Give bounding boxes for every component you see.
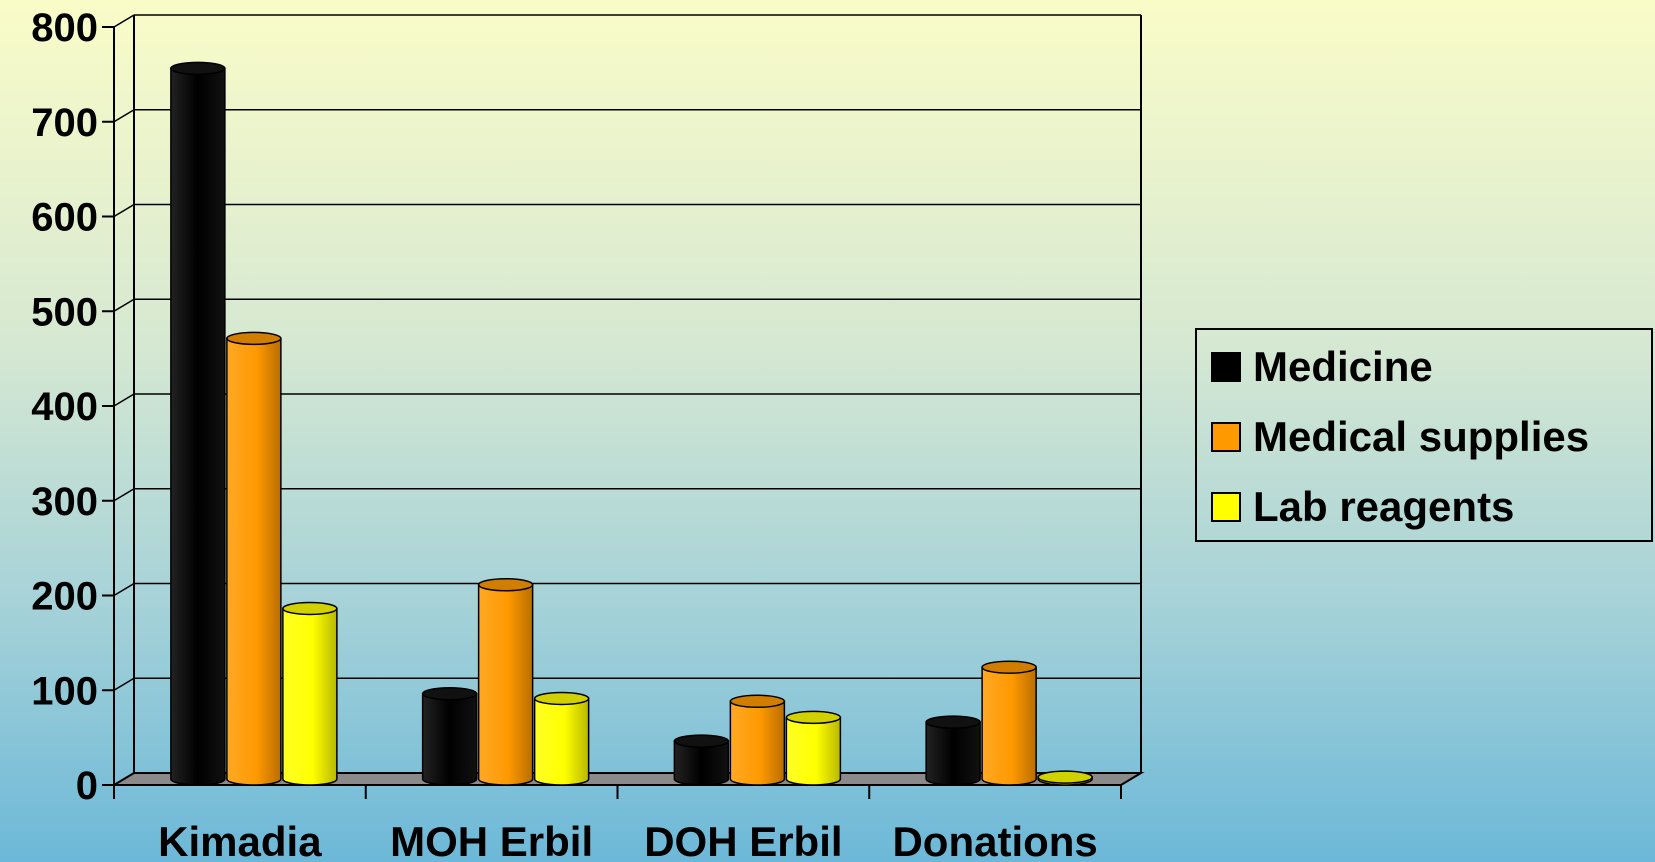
side-gridline — [113, 677, 135, 691]
legend-swatch-medical-supplies — [1211, 422, 1241, 452]
y-tick-label: 600 — [31, 196, 98, 240]
bar — [673, 740, 730, 786]
side-gridline — [113, 14, 135, 28]
legend-label-medical-supplies: Medical supplies — [1253, 413, 1590, 460]
side-gridline — [113, 298, 135, 312]
y-tick-label: 500 — [31, 290, 98, 334]
legend-item-medicine: Medicine — [1211, 342, 1433, 392]
bar — [477, 584, 534, 786]
side-gridline — [113, 393, 135, 407]
x-category-label: Kimadia — [158, 818, 322, 862]
bar-top — [226, 331, 282, 346]
x-category-label: Donations — [892, 818, 1097, 862]
bar-top — [477, 578, 534, 592]
bar — [981, 666, 1037, 786]
y-tick-label: 100 — [31, 669, 98, 713]
bar-top — [421, 686, 478, 701]
bar — [170, 67, 226, 786]
side-gridline — [113, 488, 135, 502]
y-tick-label: 300 — [31, 480, 98, 524]
bar — [533, 697, 590, 786]
bar-top — [785, 710, 842, 725]
y-tick-label: 400 — [31, 385, 98, 429]
bar-top — [925, 715, 981, 729]
y-tick-label: 0 — [76, 764, 98, 808]
bar — [785, 716, 842, 786]
side-gridline — [113, 582, 135, 597]
bar — [729, 700, 786, 786]
bar-top — [981, 660, 1037, 674]
x-category-label: DOH Erbil — [644, 818, 842, 862]
legend-swatch-lab-reagents — [1211, 492, 1241, 522]
bar — [925, 721, 981, 786]
bar-top — [729, 694, 786, 709]
bar-top — [1037, 770, 1093, 784]
y-tick-label: 200 — [31, 575, 98, 619]
legend-swatch-medicine — [1211, 352, 1241, 382]
bar — [421, 692, 478, 786]
legend-item-lab-reagents: Lab reagents — [1211, 482, 1514, 532]
legend-item-medical-supplies: Medical supplies — [1211, 412, 1589, 462]
y-tick-label: 700 — [31, 101, 98, 145]
bar-top — [282, 601, 338, 616]
side-gridline — [113, 203, 135, 218]
bar-top — [170, 61, 226, 76]
x-category-label: MOH Erbil — [390, 818, 593, 862]
legend-label-medicine: Medicine — [1253, 343, 1433, 390]
legend: Medicine Medical supplies Lab reagents — [1195, 328, 1653, 542]
legend-label-lab-reagents: Lab reagents — [1253, 483, 1515, 530]
side-gridline — [113, 109, 135, 123]
bar — [226, 337, 282, 786]
y-tick-label: 800 — [31, 6, 98, 50]
bar-top — [673, 734, 730, 748]
bar-top — [533, 691, 590, 706]
bar — [282, 607, 338, 786]
